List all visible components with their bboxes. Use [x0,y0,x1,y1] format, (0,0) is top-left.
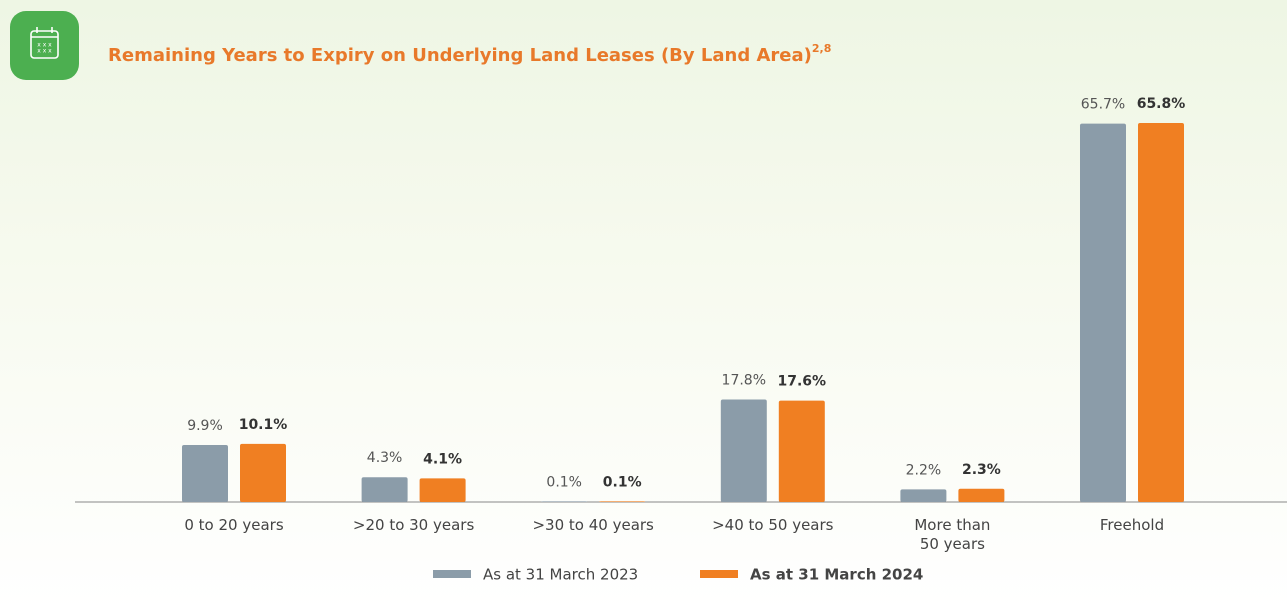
chart-title: Remaining Years to Expiry on Underlying … [108,42,831,66]
value-label: 4.1% [423,451,462,467]
value-label: 0.1% [546,474,582,490]
x-tick-label: 0 to 20 years [184,516,284,534]
value-label: 65.8% [1137,96,1186,112]
svg-text:x x x: x x x [37,48,52,55]
legend-label: As at 31 March 2023 [483,566,638,584]
bar [720,399,767,502]
svg-text:x x x: x x x [37,42,52,49]
value-label: 0.1% [603,474,642,490]
legend-swatch [433,570,471,578]
value-label: 4.3% [367,450,403,466]
value-label: 9.9% [187,418,223,434]
bar [541,501,588,502]
x-tick-label: More than 50 years [914,516,991,553]
bar [958,488,1005,502]
x-tick-label: >40 to 50 years [712,516,834,534]
bar [778,400,825,502]
x-tick-label: >20 to 30 years [352,516,475,534]
bar [599,501,646,502]
value-label: 17.8% [722,372,766,388]
x-tick-label: Freehold [1099,516,1165,534]
legend-label: As at 31 March 2024 [750,566,923,584]
value-label: 2.3% [962,462,1001,478]
x-tick-label: >30 to 40 years [532,516,654,534]
bar [182,444,228,502]
bar [1138,122,1184,502]
bar [419,478,466,502]
bar [900,489,947,502]
value-label: 17.6% [778,374,827,390]
bar [1080,123,1126,503]
icon: x x x x x x [10,11,79,80]
legend-swatch [700,570,738,578]
bar [361,477,408,502]
value-label: 10.1% [239,417,288,433]
bar [240,443,286,502]
value-label: 2.2% [906,462,942,478]
value-label: 65.7% [1081,97,1125,113]
title-note: 2,8 [812,42,832,55]
title-text: Remaining Years to Expiry on Underlying … [108,45,812,66]
